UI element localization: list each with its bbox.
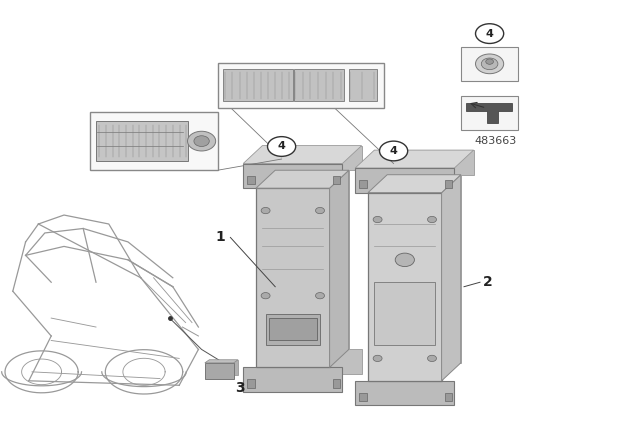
Circle shape: [194, 136, 209, 146]
Bar: [374, 282, 435, 345]
Bar: [461, 96, 518, 130]
Bar: [355, 168, 454, 193]
Bar: [333, 379, 340, 388]
Polygon shape: [466, 103, 512, 123]
Circle shape: [373, 355, 382, 362]
Bar: [247, 379, 255, 388]
Text: 1: 1: [216, 230, 226, 245]
Bar: [294, 69, 344, 101]
Bar: [205, 363, 234, 379]
Bar: [461, 47, 518, 81]
Bar: [349, 69, 378, 101]
Bar: [374, 150, 474, 175]
Polygon shape: [256, 170, 349, 188]
Bar: [355, 381, 454, 405]
Text: 3: 3: [235, 380, 245, 395]
Bar: [247, 176, 255, 184]
Text: 483663: 483663: [475, 136, 517, 146]
Text: 4: 4: [390, 146, 397, 156]
Bar: [262, 146, 362, 170]
Circle shape: [486, 59, 493, 64]
Bar: [96, 121, 188, 161]
Bar: [368, 193, 442, 381]
Bar: [275, 170, 349, 349]
Bar: [209, 360, 238, 375]
Circle shape: [268, 137, 296, 156]
Circle shape: [316, 293, 324, 299]
Polygon shape: [442, 175, 461, 381]
Circle shape: [373, 216, 382, 223]
Bar: [218, 63, 384, 108]
Polygon shape: [205, 360, 238, 363]
Bar: [90, 112, 218, 170]
Circle shape: [476, 54, 504, 73]
Circle shape: [428, 216, 436, 223]
Circle shape: [261, 293, 270, 299]
Bar: [445, 180, 452, 188]
Bar: [256, 188, 330, 367]
Circle shape: [380, 141, 408, 161]
Bar: [333, 176, 340, 184]
Bar: [243, 164, 342, 188]
Circle shape: [428, 355, 436, 362]
Polygon shape: [330, 170, 349, 367]
Bar: [262, 349, 362, 374]
Bar: [359, 180, 367, 188]
Circle shape: [481, 58, 498, 69]
Polygon shape: [243, 146, 362, 164]
Text: 4: 4: [278, 142, 285, 151]
Bar: [223, 69, 292, 101]
Bar: [269, 318, 317, 340]
Text: 4: 4: [486, 29, 493, 39]
Polygon shape: [355, 150, 474, 168]
Bar: [387, 175, 461, 363]
Circle shape: [316, 207, 324, 214]
Circle shape: [261, 207, 270, 214]
Polygon shape: [368, 175, 461, 193]
Bar: [266, 314, 320, 345]
Circle shape: [395, 253, 415, 267]
Circle shape: [188, 131, 216, 151]
Circle shape: [476, 24, 504, 43]
Bar: [359, 393, 367, 401]
Bar: [243, 367, 342, 392]
Bar: [445, 393, 452, 401]
Text: 2: 2: [483, 275, 493, 289]
